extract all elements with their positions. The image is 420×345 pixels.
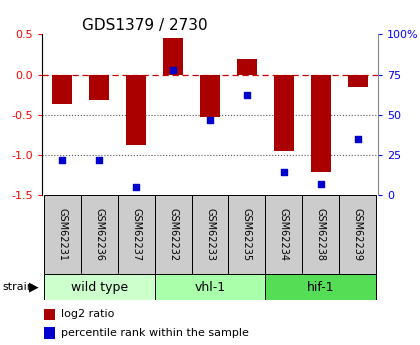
Point bbox=[96, 157, 102, 162]
Bar bbox=[228, 195, 265, 274]
Bar bbox=[44, 195, 81, 274]
Text: GSM62232: GSM62232 bbox=[168, 208, 178, 261]
Point bbox=[244, 93, 250, 98]
Text: strain: strain bbox=[2, 282, 34, 292]
Bar bbox=[339, 195, 376, 274]
Bar bbox=[302, 195, 339, 274]
Text: GSM62237: GSM62237 bbox=[131, 208, 141, 261]
Bar bbox=[81, 195, 118, 274]
Text: ▶: ▶ bbox=[29, 281, 38, 294]
Text: GDS1379 / 2730: GDS1379 / 2730 bbox=[82, 18, 208, 33]
Bar bbox=[265, 195, 302, 274]
Text: GSM62239: GSM62239 bbox=[353, 208, 363, 261]
Bar bbox=[155, 274, 265, 300]
Bar bbox=[44, 327, 55, 339]
Bar bbox=[237, 59, 257, 75]
Bar bbox=[89, 75, 109, 100]
Bar bbox=[44, 274, 155, 300]
Bar bbox=[52, 75, 73, 104]
Bar bbox=[274, 75, 294, 151]
Text: GSM62238: GSM62238 bbox=[316, 208, 326, 261]
Bar bbox=[200, 75, 220, 117]
Bar bbox=[155, 195, 192, 274]
Point bbox=[281, 170, 287, 175]
Bar bbox=[347, 75, 368, 87]
Bar bbox=[192, 195, 228, 274]
Text: percentile rank within the sample: percentile rank within the sample bbox=[61, 328, 249, 338]
Bar bbox=[118, 195, 155, 274]
Text: GSM62231: GSM62231 bbox=[57, 208, 67, 261]
Bar bbox=[311, 75, 331, 172]
Point bbox=[133, 184, 139, 190]
Point bbox=[59, 157, 66, 162]
Bar bbox=[163, 38, 183, 75]
Point bbox=[207, 117, 213, 122]
Point bbox=[170, 67, 176, 72]
Bar bbox=[265, 274, 376, 300]
Bar bbox=[44, 308, 55, 320]
Text: wild type: wild type bbox=[71, 281, 128, 294]
Point bbox=[354, 136, 361, 141]
Text: log2 ratio: log2 ratio bbox=[61, 309, 114, 319]
Text: GSM62236: GSM62236 bbox=[94, 208, 104, 261]
Text: GSM62234: GSM62234 bbox=[279, 208, 289, 261]
Bar bbox=[126, 75, 146, 145]
Point bbox=[318, 181, 324, 186]
Text: GSM62235: GSM62235 bbox=[242, 208, 252, 261]
Text: vhl-1: vhl-1 bbox=[194, 281, 226, 294]
Text: GSM62233: GSM62233 bbox=[205, 208, 215, 261]
Text: hif-1: hif-1 bbox=[307, 281, 335, 294]
